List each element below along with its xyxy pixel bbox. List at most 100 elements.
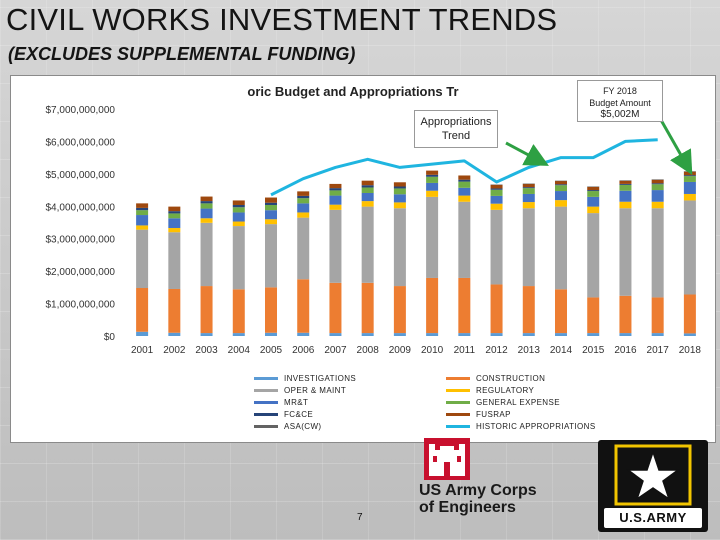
bar-segment-fusrap: [651, 179, 664, 184]
bar-segment-regulatory: [232, 221, 245, 227]
bar-segment-oper-maint: [393, 208, 406, 287]
bar-segment-mr-t: [297, 203, 310, 213]
bar-segment-general-expense: [361, 187, 374, 193]
bar-segment-fc-ce: [136, 207, 149, 211]
bar-segment-general-expense: [458, 181, 471, 188]
x-tick-label: 2003: [195, 345, 218, 356]
usace-castle-logo: [424, 438, 470, 480]
bar-segment-mr-t: [490, 195, 503, 204]
bar-segment-investigations: [136, 331, 149, 336]
bar-segment-investigations: [426, 333, 439, 336]
bar-segment-fc-ce: [587, 190, 600, 192]
legend-swatch: [446, 377, 470, 380]
bar-segment-construction: [200, 286, 213, 334]
bar-segment-fusrap: [361, 180, 374, 186]
bar-segment-investigations: [587, 333, 600, 336]
legend-item-regulatory: REGULATORY: [446, 386, 534, 395]
bar-segment-construction: [651, 297, 664, 334]
legend-swatch: [446, 425, 470, 428]
x-tick-label: 2001: [131, 345, 154, 356]
y-tick-label: $2,000,000,000: [45, 267, 115, 278]
bar-segment-general-expense: [232, 207, 245, 213]
bar-segment-fc-ce: [329, 188, 342, 191]
y-tick-label: $1,000,000,000: [45, 300, 115, 311]
page-subtitle: (EXCLUDES SUPPLEMENTAL FUNDING): [8, 44, 356, 64]
bar-segment-mr-t: [619, 190, 632, 202]
bar-segment-mr-t: [651, 190, 664, 202]
legend-item-historic-appropriations: HISTORIC APPROPRIATIONS: [446, 422, 596, 431]
bar-segment-asa-cw-: [587, 186, 600, 188]
x-tick-label: 2016: [614, 345, 637, 356]
bar-segment-regulatory: [522, 202, 535, 209]
bar-segment-regulatory: [458, 195, 471, 202]
bar-segment-mr-t: [329, 195, 342, 205]
bar-segment-fusrap: [619, 180, 632, 184]
bar-segment-fc-ce: [490, 188, 503, 190]
appropriations-trend-callout: Appropriations Trend: [414, 110, 498, 148]
bar-segment-mr-t: [168, 218, 181, 229]
legend-item-general-expense: GENERAL EXPENSE: [446, 398, 560, 407]
legend-label: OPER & MAINT: [284, 386, 347, 395]
bar-segment-investigations: [683, 333, 696, 336]
legend-label: CONSTRUCTION: [476, 374, 546, 383]
bar-segment-mr-t: [136, 215, 149, 226]
x-tick-label: 2004: [228, 345, 251, 356]
legend-item-fcce: FC&CE: [254, 410, 313, 419]
callout-approp-line2: Trend: [441, 130, 471, 142]
callout-approp-line1: Appropriations: [420, 116, 492, 128]
bar-segment-construction: [232, 289, 245, 334]
bar-segment-regulatory: [490, 203, 503, 210]
bar-segment-mr-t: [458, 187, 471, 196]
bar-segment-oper-maint: [265, 224, 277, 288]
bar-segment-construction: [587, 297, 600, 334]
x-tick-label: 2017: [647, 345, 670, 356]
x-tick-label: 2007: [324, 345, 347, 356]
y-tick-label: $3,000,000,000: [45, 235, 115, 246]
x-tick-label: 2014: [550, 345, 573, 356]
bar-segment-general-expense: [393, 188, 406, 195]
bar-segment-investigations: [490, 333, 503, 336]
bar-segment-mr-t: [200, 208, 213, 219]
bar-segment-oper-maint: [168, 232, 181, 289]
legend-label: INVESTIGATIONS: [284, 374, 357, 383]
x-tick-label: 2009: [389, 345, 412, 356]
bar-segment-general-expense: [490, 189, 503, 196]
legend-label: REGULATORY: [476, 386, 535, 395]
y-tick-label: $7,000,000,000: [45, 105, 115, 116]
usace-line1: US Army Corps: [419, 482, 537, 499]
usace-line2: of Engineers: [419, 499, 516, 516]
bar-segment-mr-t: [361, 192, 374, 202]
bar-segment-regulatory: [265, 219, 277, 225]
bar-segment-mr-t: [522, 193, 535, 203]
bar-segment-fc-ce: [651, 183, 664, 185]
bar-segment-general-expense: [522, 188, 535, 194]
legend-item-mrt: MR&T: [254, 398, 308, 407]
legend-label: ASA(CW): [284, 422, 322, 431]
callout-fy-line1: FY 2018: [603, 86, 637, 96]
chart-title: oric Budget and Appropriations Tr: [247, 84, 458, 99]
legend-item-investigations: INVESTIGATIONS: [254, 374, 356, 383]
legend-item-construction: CONSTRUCTION: [446, 374, 545, 383]
x-tick-label: 2010: [421, 345, 444, 356]
bar-segment-mr-t: [426, 182, 439, 191]
legend-swatch: [446, 401, 470, 404]
x-tick-label: 2018: [679, 345, 702, 356]
historic-appropriations-line: [270, 138, 658, 197]
bar-segment-fc-ce: [297, 195, 310, 199]
bar-segment-fusrap: [232, 200, 245, 205]
fy2018-budget-arrow: [659, 119, 693, 176]
bar-segment-general-expense: [136, 210, 149, 216]
bar-segment-construction: [683, 294, 696, 334]
legend-label: GENERAL EXPENSE: [476, 398, 560, 407]
legend-swatch: [446, 413, 470, 416]
bar-segment-investigations: [393, 333, 406, 336]
y-tick-label: $0: [104, 332, 116, 343]
bar-segment-oper-maint: [587, 213, 600, 298]
bar-segment-general-expense: [555, 185, 567, 192]
bar-segment-general-expense: [426, 176, 439, 183]
bar-segment-investigations: [265, 332, 277, 336]
bar-segment-construction: [555, 289, 567, 334]
y-tick-label: $4,000,000,000: [45, 202, 115, 213]
bar-segment-general-expense: [683, 176, 696, 182]
bar-segment-fusrap: [522, 183, 535, 188]
